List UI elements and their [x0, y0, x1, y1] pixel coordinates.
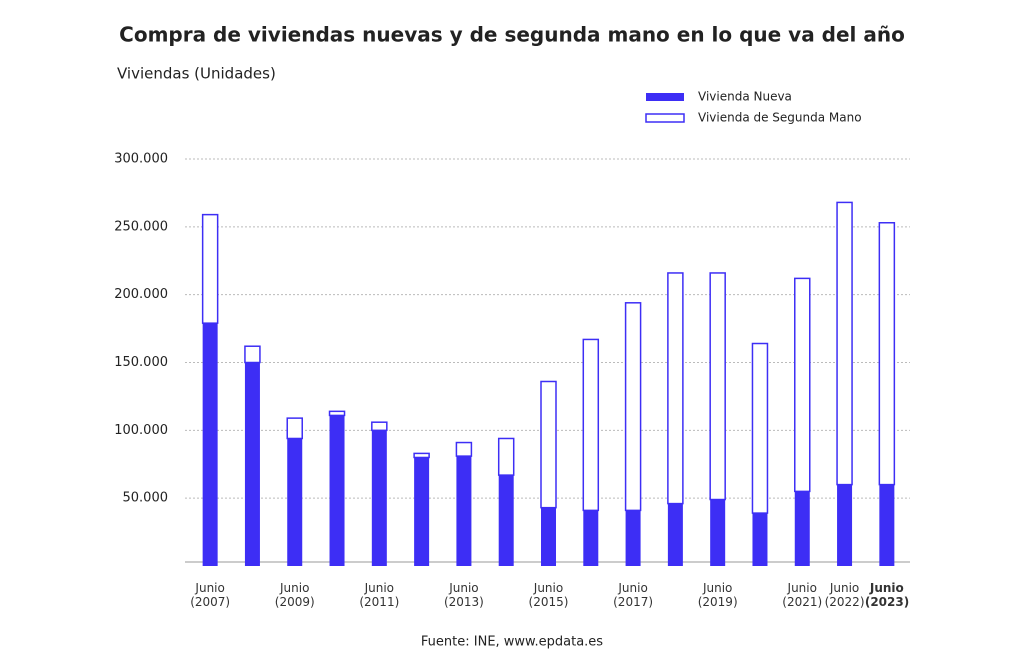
x-tick-label: Junio (2019)	[697, 581, 738, 609]
legend-label: Vivienda de Segunda Mano	[698, 111, 862, 125]
bar-new	[456, 456, 472, 566]
bar-new	[837, 484, 853, 566]
bar-new	[752, 513, 768, 566]
y-tick-label: 300.000	[114, 152, 168, 167]
y-tick-label: 250.000	[114, 219, 168, 234]
legend-label: Vivienda Nueva	[698, 90, 792, 104]
bar-second	[497, 437, 515, 476]
chart-subtitle: Viviendas (Unidades)	[117, 65, 276, 83]
x-tick-label: Junio (2017)	[613, 581, 654, 609]
bar-new	[244, 362, 260, 566]
bar-new	[287, 438, 303, 566]
bar-new	[710, 499, 726, 566]
bar-second	[328, 410, 346, 417]
bar-second	[794, 277, 811, 493]
x-tick-label: Junio (2023)	[864, 581, 910, 609]
x-tick-label: Junio (2015)	[528, 581, 569, 609]
bar-second	[413, 452, 430, 459]
bar-second	[455, 441, 473, 457]
x-tick-label: Junio (2011)	[359, 581, 400, 609]
y-tick-label: 50.000	[123, 491, 169, 506]
x-tick-label: Junio (2022)	[824, 581, 865, 609]
bar-second	[709, 272, 726, 501]
bar-second	[540, 380, 557, 509]
bar-new	[202, 323, 218, 566]
bar-second	[667, 272, 684, 505]
bar-second	[201, 213, 219, 324]
bar-new	[498, 475, 514, 566]
legend-swatch	[646, 93, 684, 101]
legend-swatch	[645, 113, 685, 123]
bar-new	[667, 503, 683, 566]
x-tick-label: Junio (2009)	[274, 581, 315, 609]
bar-second	[836, 201, 853, 486]
bar-second	[751, 342, 769, 514]
y-tick-label: 150.000	[114, 355, 168, 370]
x-tick-label: Junio (2013)	[443, 581, 484, 609]
x-tick-label: Junio (2021)	[782, 581, 823, 609]
bar-new	[625, 510, 641, 566]
bar-second	[286, 417, 303, 440]
bar-new	[329, 415, 345, 566]
chart-title: Compra de viviendas nuevas y de segunda …	[119, 23, 905, 47]
x-tick-label: Junio (2007)	[190, 581, 231, 609]
bar-second	[624, 302, 642, 512]
bar-second	[878, 222, 896, 486]
bar-new	[879, 484, 895, 566]
bar-new	[541, 507, 556, 566]
y-tick-label: 200.000	[114, 287, 168, 302]
bar-new	[371, 430, 387, 566]
bar-second	[582, 338, 600, 512]
y-tick-label: 100.000	[114, 423, 168, 438]
bar-new	[583, 510, 599, 566]
bar-second	[244, 345, 261, 364]
bar-new	[414, 457, 430, 566]
bar-second	[371, 421, 388, 432]
bar-new	[794, 491, 810, 566]
source: Fuente: INE, www.epdata.es	[421, 635, 603, 650]
